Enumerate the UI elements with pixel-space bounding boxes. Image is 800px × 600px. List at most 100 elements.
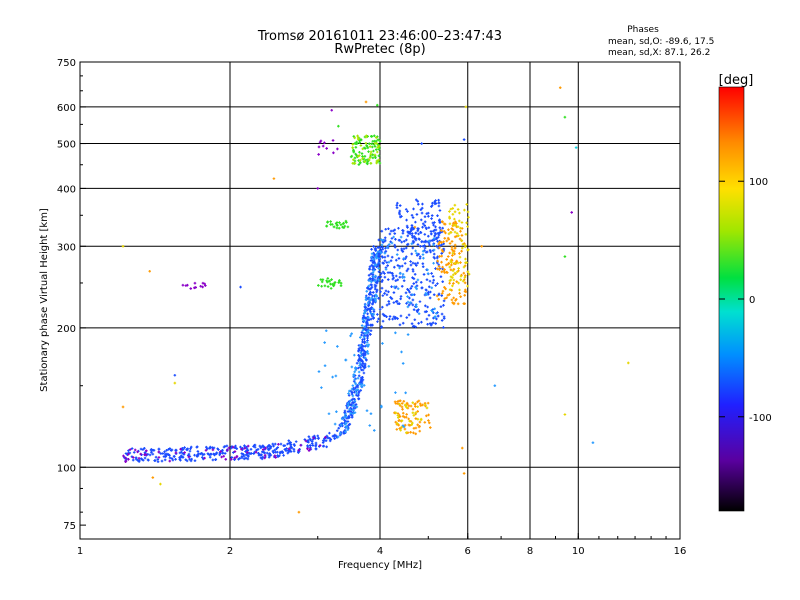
data-point: [193, 281, 197, 285]
data-point: [411, 276, 414, 280]
data-point: [433, 228, 436, 232]
data-point: [442, 247, 446, 251]
data-point: [143, 447, 146, 450]
data-point: [384, 268, 388, 271]
data-point: [407, 404, 411, 408]
data-point: [413, 318, 417, 322]
data-point: [140, 458, 144, 461]
data-point: [351, 384, 355, 387]
data-point: [160, 459, 164, 463]
data-point: [355, 391, 358, 395]
data-point: [399, 399, 402, 403]
data-point: [253, 444, 256, 447]
data-point: [394, 274, 398, 278]
data-point: [380, 229, 384, 233]
data-point: [390, 237, 394, 240]
data-point: [387, 290, 390, 294]
data-point: [233, 456, 236, 460]
data-point: [257, 452, 260, 455]
data-point: [379, 272, 383, 275]
data-point: [229, 458, 233, 461]
data-point: [373, 153, 377, 157]
data-point: [358, 364, 361, 367]
data-point: [151, 452, 155, 456]
data-point: [414, 280, 418, 284]
data-point: [267, 443, 271, 447]
data-point: [457, 267, 460, 270]
data-point: [374, 274, 377, 278]
data-point: [376, 146, 380, 149]
data-point: [339, 284, 343, 288]
data-point: [372, 266, 375, 270]
data-point: [373, 279, 377, 283]
data-point: [124, 460, 127, 463]
data-point: [447, 228, 450, 232]
data-point: [169, 449, 173, 452]
data-point: [411, 269, 415, 273]
data-point: [150, 451, 153, 454]
data-point: [421, 222, 425, 226]
data-point: [343, 224, 347, 228]
data-point: [157, 450, 161, 454]
data-point: [377, 144, 381, 148]
data-point: [383, 314, 387, 317]
data-point: [427, 413, 430, 417]
data-point: [400, 402, 404, 405]
data-point: [304, 439, 308, 443]
data-point: [414, 405, 417, 408]
data-point: [452, 223, 456, 227]
data-point: [242, 453, 245, 456]
data-point: [386, 278, 390, 281]
data-point: [399, 235, 403, 239]
data-point: [277, 443, 280, 446]
data-point: [183, 451, 186, 454]
data-point: [201, 285, 204, 289]
data-point: [405, 255, 408, 259]
data-point: [199, 284, 202, 288]
data-point: [563, 115, 567, 119]
data-point: [368, 145, 372, 148]
data-point: [232, 451, 235, 454]
data-point: [344, 430, 347, 433]
data-point: [465, 221, 468, 225]
data-point: [398, 275, 402, 279]
data-point: [438, 220, 442, 224]
data-point: [440, 248, 444, 252]
data-point: [435, 244, 438, 248]
data-point: [464, 233, 468, 236]
data-point: [414, 426, 418, 430]
data-point: [445, 258, 449, 261]
data-point: [354, 146, 358, 149]
data-point: [323, 284, 327, 288]
data-point: [374, 263, 378, 267]
data-point: [131, 458, 135, 462]
data-point: [261, 455, 265, 459]
data-point: [217, 448, 220, 451]
data-point: [203, 282, 206, 286]
data-point: [402, 400, 406, 403]
data-point: [405, 406, 408, 409]
data-point: [398, 402, 401, 406]
data-point: [463, 276, 467, 279]
data-point: [317, 145, 321, 149]
data-point: [265, 451, 269, 455]
data-point: [414, 411, 418, 415]
data-point: [439, 305, 443, 308]
data-point: [458, 237, 462, 241]
data-point: [156, 458, 160, 461]
data-point: [414, 325, 417, 329]
data-point: [357, 163, 361, 166]
data-point: [458, 211, 461, 215]
data-point: [219, 450, 222, 453]
data-point: [435, 236, 438, 240]
data-point: [401, 424, 405, 428]
data-point: [441, 289, 445, 293]
data-point: [416, 405, 419, 409]
data-point: [437, 201, 441, 205]
data-point: [348, 422, 352, 426]
data-point: [426, 305, 429, 309]
data-point: [412, 308, 416, 312]
data-point: [419, 244, 422, 248]
data-point: [339, 223, 343, 227]
data-point: [424, 292, 428, 295]
